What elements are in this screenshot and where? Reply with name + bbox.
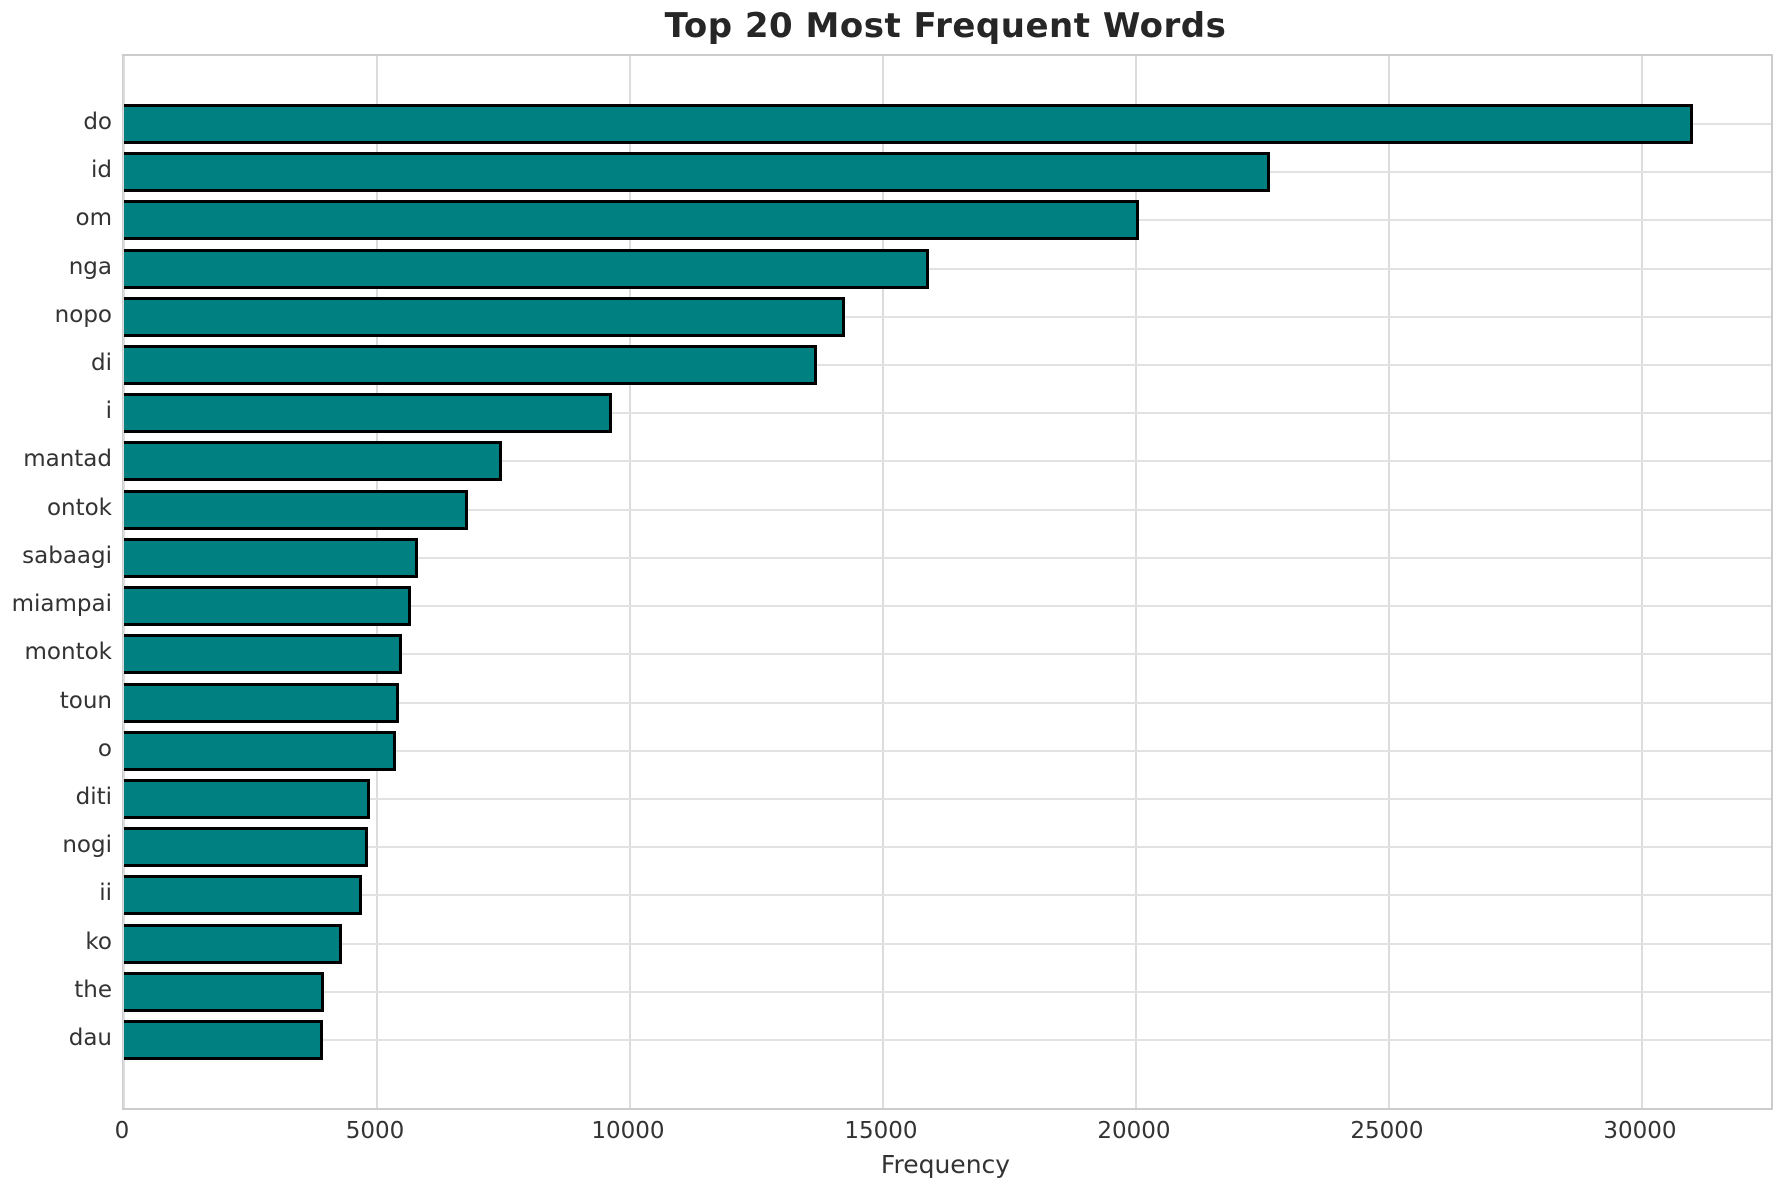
- plot-area: [122, 54, 1773, 1110]
- y-gridline: [124, 894, 1771, 897]
- bar-diti: [124, 778, 371, 819]
- x-tick-label: 15000: [844, 1118, 918, 1144]
- bar-nogi: [124, 827, 369, 868]
- bar-miampai: [124, 586, 412, 627]
- bar-ontok: [124, 489, 469, 530]
- bar-nga: [124, 248, 929, 289]
- bar-montok: [124, 634, 403, 675]
- x-tick-label: 25000: [1350, 1118, 1424, 1144]
- chart-title: Top 20 Most Frequent Words: [664, 6, 1227, 46]
- y-tick-label-om: om: [75, 205, 112, 232]
- bar-ii: [124, 875, 363, 916]
- y-gridline: [124, 990, 1771, 993]
- bar-nopo: [124, 296, 846, 337]
- y-tick-label-nga: nga: [68, 253, 112, 280]
- y-tick-label-o: o: [97, 735, 112, 762]
- y-gridline: [124, 508, 1771, 511]
- y-tick-label-ko: ko: [85, 928, 112, 955]
- x-tick-label: 0: [114, 1118, 130, 1144]
- y-gridline: [124, 749, 1771, 752]
- y-gridline: [124, 412, 1771, 415]
- y-tick-label-toun: toun: [59, 687, 112, 714]
- y-gridline: [124, 1039, 1771, 1041]
- x-tick-label: 30000: [1603, 1118, 1677, 1144]
- bar-o: [124, 730, 396, 771]
- y-tick-label-ontok: ontok: [46, 494, 112, 521]
- y-gridline: [124, 605, 1771, 608]
- y-tick-label-i: i: [105, 398, 112, 425]
- y-tick-label-montok: montok: [24, 639, 112, 666]
- x-tick-label: 5000: [345, 1118, 405, 1144]
- y-tick-label-mantad: mantad: [23, 446, 112, 473]
- x-gridline: [1640, 56, 1643, 1108]
- y-gridline: [124, 460, 1771, 463]
- bar-om: [124, 200, 1139, 241]
- x-gridline: [1387, 56, 1390, 1108]
- y-tick-label-nogi: nogi: [62, 832, 112, 859]
- y-tick-label-miampai: miampai: [11, 591, 112, 618]
- y-gridline: [124, 556, 1771, 559]
- y-tick-label-diti: diti: [75, 783, 112, 810]
- x-axis-label: Frequency: [880, 1150, 1011, 1179]
- y-gridline: [124, 701, 1771, 704]
- x-tick-label: 10000: [591, 1118, 665, 1144]
- bar-di: [124, 345, 818, 386]
- x-tick-label: 20000: [1097, 1118, 1171, 1144]
- y-tick-label-nopo: nopo: [54, 301, 112, 328]
- y-tick-label-ii: ii: [99, 880, 112, 907]
- y-tick-label-the: the: [74, 976, 112, 1003]
- bar-the: [124, 971, 324, 1012]
- y-gridline: [124, 846, 1771, 849]
- bar-i: [124, 393, 613, 434]
- bar-sabaagi: [124, 537, 418, 578]
- bar-do: [124, 104, 1693, 144]
- y-tick-label-di: di: [91, 350, 112, 377]
- y-gridline: [124, 653, 1771, 656]
- y-tick-label-do: do: [83, 109, 112, 135]
- x-gridline: [123, 56, 125, 1108]
- x-gridline: [881, 56, 884, 1108]
- y-gridline: [124, 315, 1771, 318]
- bar-dau: [124, 1020, 324, 1060]
- y-gridline: [124, 797, 1771, 800]
- bar-id: [124, 152, 1271, 193]
- x-gridline: [375, 56, 378, 1108]
- y-tick-label-dau: dau: [68, 1025, 112, 1051]
- x-gridline: [628, 56, 631, 1108]
- bar-toun: [124, 682, 400, 723]
- y-gridline: [124, 267, 1771, 270]
- x-gridline: [1134, 56, 1137, 1108]
- bar-ko: [124, 923, 342, 964]
- bar-mantad: [124, 441, 502, 482]
- y-tick-label-id: id: [91, 157, 112, 184]
- y-gridline: [124, 942, 1771, 945]
- y-gridline: [124, 364, 1771, 367]
- y-tick-label-sabaagi: sabaagi: [22, 542, 112, 569]
